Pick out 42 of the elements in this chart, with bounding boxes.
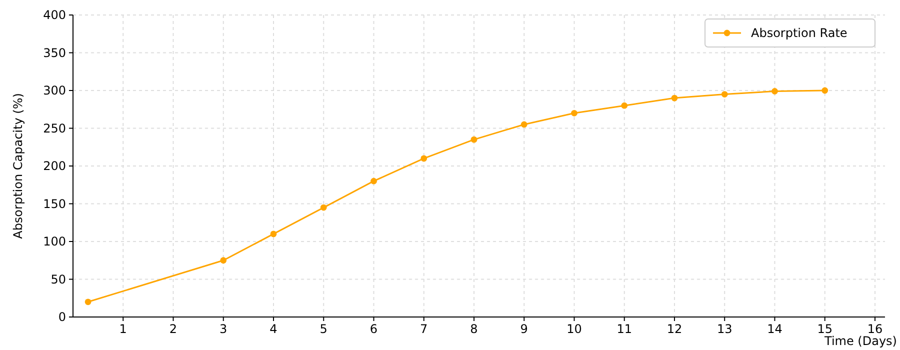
x-tick-label: 7: [420, 322, 428, 336]
legend-label: Absorption Rate: [751, 26, 848, 40]
point: [671, 94, 678, 102]
point: [420, 155, 428, 162]
point: [822, 87, 828, 94]
x-tick-label: 3: [220, 322, 228, 336]
x-tick-label: 15: [817, 322, 832, 336]
x-tick-label: 9: [520, 322, 528, 336]
x-tick-label: 6: [370, 322, 378, 336]
y-tick-label: 0: [58, 310, 66, 324]
point: [772, 88, 778, 94]
y-tick-label: 400: [43, 8, 66, 22]
y-tick-label: 200: [43, 159, 66, 173]
x-tick-label: 5: [320, 322, 328, 336]
x-tick-label: 12: [666, 322, 682, 336]
y-tick-label: 250: [43, 121, 66, 136]
point: [84, 298, 92, 306]
point: [621, 102, 628, 109]
x-axis-title: Time (Days): [824, 334, 897, 348]
y-tick-label: 150: [43, 196, 66, 211]
point: [320, 204, 327, 211]
x-tick-label: 4: [270, 322, 278, 336]
x-tick-label: 16: [867, 322, 883, 336]
x-tick-label: 14: [767, 322, 782, 336]
point: [370, 178, 377, 184]
x-tick-label: 11: [616, 322, 632, 336]
y-tick-label: 100: [43, 234, 66, 248]
point: [270, 230, 277, 238]
point: [721, 91, 728, 98]
point: [470, 136, 478, 143]
x-tick-label: 2: [169, 322, 178, 336]
point: [220, 257, 227, 264]
x-tick-label: 1: [119, 322, 127, 336]
x-tick-label: 10: [566, 322, 582, 336]
x-tick-label: 8: [470, 322, 478, 336]
point: [520, 121, 528, 128]
y-axis-title: Absorption Capacity (%): [11, 93, 25, 239]
y-tick-label: 50: [50, 272, 66, 286]
y-tick-label: 350: [43, 46, 66, 60]
point: [571, 110, 578, 116]
x-tick-label: 13: [716, 322, 732, 336]
y-tick-label: 300: [43, 84, 66, 98]
